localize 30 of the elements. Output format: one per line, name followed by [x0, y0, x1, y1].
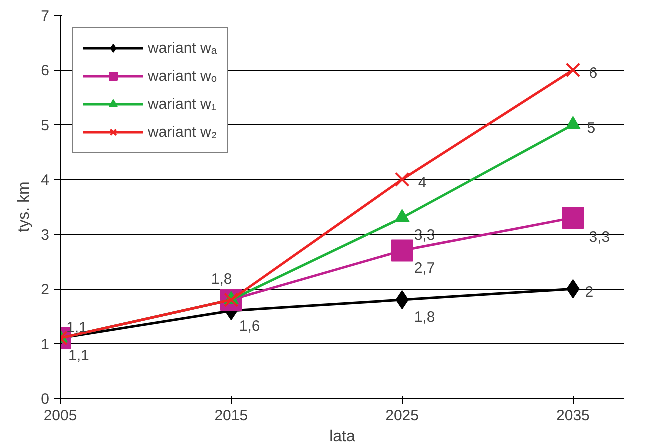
y-tick-label: 7: [41, 8, 50, 25]
data-label: 5: [587, 120, 596, 137]
data-label: 4: [418, 174, 427, 192]
legend-label: wariant wₒ: [148, 68, 218, 84]
point: [391, 240, 414, 262]
y-axis-title: tys. km: [16, 182, 34, 232]
point: [566, 62, 581, 78]
y-tick-label: 1: [41, 336, 50, 354]
point: [562, 206, 584, 229]
x-tick-label: 2025: [386, 408, 420, 424]
y-tick-label: 4: [41, 172, 50, 190]
y-tick-label: 2: [41, 282, 50, 299]
x-tick-label: 2015: [214, 408, 248, 424]
x-tick-label: 2035: [556, 408, 590, 424]
data-label: 2,7: [414, 260, 436, 277]
y-tick-label: 6: [41, 62, 50, 80]
legend-label: wariant w₁: [148, 96, 216, 112]
data-label: 1,8: [211, 271, 232, 288]
data-label: 1,1: [68, 347, 90, 364]
x-tick-label: 2005: [44, 408, 78, 424]
y-tick-label: 3: [41, 226, 50, 244]
data-label: 1,8: [414, 309, 436, 326]
y-tick-label: 0: [41, 391, 50, 408]
data-label: 1,6: [239, 318, 260, 335]
legend-label: wariant wₐ: [148, 40, 217, 56]
legend-label: wariant w₂: [148, 124, 218, 140]
x-axis-title: lata: [330, 428, 356, 446]
data-label: 1,1: [66, 319, 88, 336]
point: [394, 172, 410, 188]
y-tick-label: 5: [41, 117, 50, 134]
